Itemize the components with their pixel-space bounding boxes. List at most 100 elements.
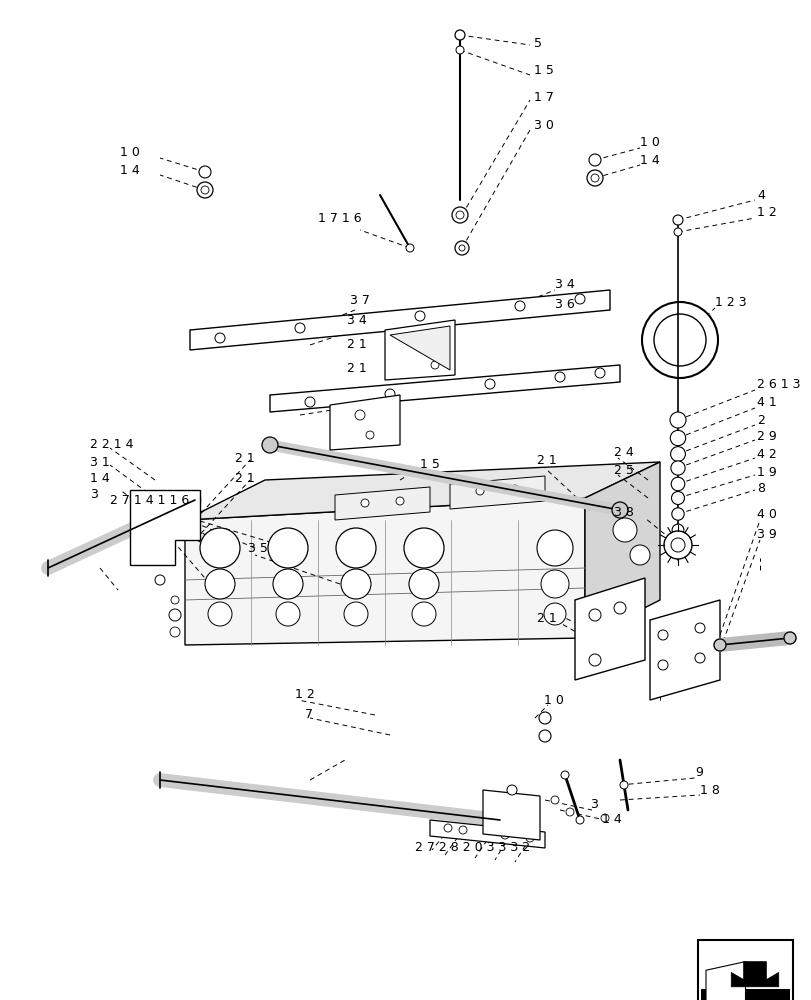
Text: 2 2 1 4: 2 2 1 4 [90, 438, 133, 452]
Polygon shape [705, 962, 744, 1000]
Text: 1 0: 1 0 [639, 136, 659, 149]
Circle shape [475, 487, 483, 495]
Circle shape [409, 569, 439, 599]
Circle shape [669, 412, 685, 428]
Circle shape [694, 653, 704, 663]
Circle shape [671, 491, 684, 504]
Text: 1 5: 1 5 [419, 458, 440, 472]
Circle shape [653, 314, 705, 366]
Text: 1 0: 1 0 [543, 694, 563, 706]
Circle shape [536, 530, 573, 566]
Text: 1 0: 1 0 [120, 146, 139, 159]
Text: 1 4: 1 4 [120, 164, 139, 177]
Circle shape [672, 524, 683, 536]
Circle shape [354, 410, 365, 420]
Text: 1 2: 1 2 [756, 206, 776, 219]
Circle shape [657, 660, 667, 670]
Circle shape [276, 602, 299, 626]
Text: 1 8: 1 8 [699, 784, 719, 796]
Circle shape [142, 496, 154, 508]
Circle shape [208, 602, 232, 626]
Circle shape [672, 215, 682, 225]
Circle shape [670, 461, 684, 475]
Circle shape [574, 294, 584, 304]
Circle shape [431, 361, 439, 369]
Text: 1 2: 1 2 [294, 688, 315, 702]
Circle shape [171, 596, 178, 604]
Circle shape [588, 609, 600, 621]
Text: 1 2 3: 1 2 3 [714, 296, 745, 308]
Polygon shape [384, 320, 454, 380]
Text: 2 9: 2 9 [756, 430, 776, 444]
Circle shape [200, 528, 240, 568]
Circle shape [611, 502, 627, 518]
Text: 9: 9 [694, 766, 702, 778]
Circle shape [560, 771, 569, 779]
Circle shape [452, 207, 467, 223]
Text: 1 7: 1 7 [534, 91, 553, 104]
Circle shape [396, 497, 404, 505]
Circle shape [543, 603, 565, 625]
Circle shape [565, 808, 573, 816]
Text: 3 0: 3 0 [534, 119, 553, 132]
Text: 3 1: 3 1 [90, 456, 109, 468]
Circle shape [411, 602, 436, 626]
Text: 3: 3 [90, 488, 98, 502]
Circle shape [272, 569, 303, 599]
Circle shape [414, 340, 424, 350]
Text: 2 1: 2 1 [536, 454, 556, 466]
Circle shape [458, 245, 465, 251]
Text: 2 4: 2 4 [613, 446, 633, 458]
Circle shape [262, 437, 277, 453]
Circle shape [670, 447, 684, 461]
Circle shape [540, 570, 569, 598]
Circle shape [612, 518, 636, 542]
Text: 4: 4 [756, 189, 764, 202]
Polygon shape [449, 476, 544, 509]
Circle shape [642, 302, 717, 378]
Circle shape [588, 154, 600, 166]
Circle shape [458, 826, 466, 834]
Circle shape [142, 521, 154, 533]
Text: 3 4: 3 4 [554, 278, 574, 292]
Circle shape [539, 712, 551, 724]
Circle shape [169, 609, 181, 621]
Circle shape [500, 831, 508, 839]
Text: 2 6 1 3: 2 6 1 3 [756, 378, 800, 391]
Circle shape [694, 623, 704, 633]
Circle shape [506, 785, 517, 795]
Circle shape [588, 654, 600, 666]
Text: 2 1: 2 1 [234, 472, 255, 485]
Circle shape [336, 528, 375, 568]
Circle shape [344, 602, 367, 626]
Polygon shape [270, 365, 620, 412]
Text: 1 4: 1 4 [639, 154, 659, 167]
Circle shape [590, 174, 599, 182]
Circle shape [594, 368, 604, 378]
Circle shape [142, 546, 154, 558]
Text: 2 1: 2 1 [346, 338, 367, 352]
Text: 3 9: 3 9 [756, 528, 776, 542]
Text: 1 4: 1 4 [601, 813, 621, 826]
Text: 2 1: 2 1 [536, 611, 556, 624]
Circle shape [361, 499, 368, 507]
Circle shape [456, 46, 463, 54]
Polygon shape [185, 462, 659, 520]
Circle shape [201, 186, 208, 194]
Text: 4 2: 4 2 [756, 448, 776, 462]
Circle shape [174, 521, 186, 533]
Text: 8: 8 [756, 482, 764, 494]
Polygon shape [389, 326, 449, 370]
Text: 2 7 2 8 2 0 3 3 3 2: 2 7 2 8 2 0 3 3 3 2 [414, 841, 530, 854]
Text: 1 7 1 6: 1 7 1 6 [318, 212, 361, 225]
Circle shape [444, 824, 452, 832]
Text: 3 6: 3 6 [554, 298, 574, 312]
Circle shape [657, 630, 667, 640]
Circle shape [384, 389, 394, 399]
Circle shape [215, 333, 225, 343]
Circle shape [629, 545, 649, 565]
Circle shape [783, 632, 795, 644]
Polygon shape [584, 462, 659, 638]
Circle shape [169, 627, 180, 637]
Circle shape [620, 781, 627, 789]
